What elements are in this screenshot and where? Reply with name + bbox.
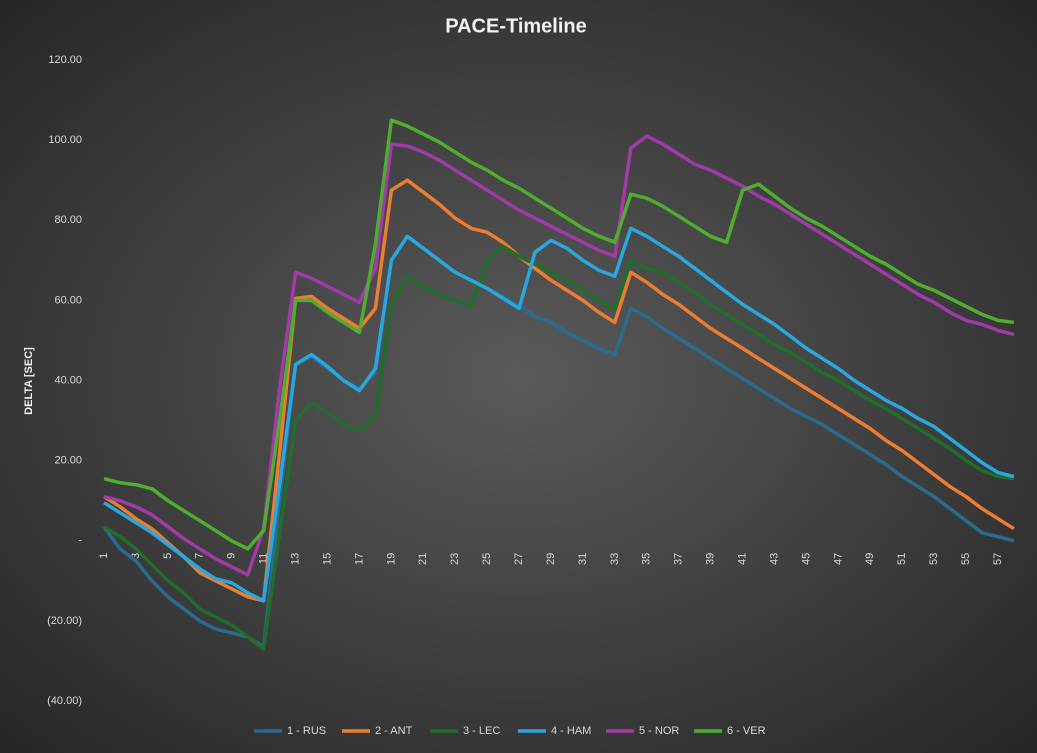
x-tick-label: 51 (896, 553, 908, 565)
legend-label: 5 - NOR (639, 725, 679, 737)
series-line (103, 226, 1015, 603)
x-tick-label: 9 (226, 553, 238, 559)
x-tick-label: 31 (577, 553, 589, 565)
x-tick-label: 23 (449, 553, 461, 565)
x-tick-label: 55 (960, 553, 972, 565)
legend-label: 4 - HAM (551, 725, 591, 737)
x-tick-label: 43 (768, 553, 780, 565)
x-tick-label: 13 (289, 553, 301, 565)
series-line (103, 178, 1015, 603)
y-tick-label: 120.00 (48, 54, 82, 66)
series-line (103, 134, 1015, 577)
x-tick-label: 47 (832, 553, 844, 565)
series-line (103, 244, 1015, 651)
x-tick-label: 11 (258, 553, 270, 564)
series-line (103, 118, 1015, 551)
y-tick-label: - (78, 535, 82, 547)
x-tick-label: 37 (673, 553, 685, 565)
series-line (102, 234, 1015, 649)
x-tick-label: 17 (353, 553, 365, 565)
x-tick-label: 5 (162, 553, 174, 559)
x-tick-label: 53 (928, 553, 940, 565)
y-axis-label: DELTA [SEC] (23, 347, 35, 415)
x-tick-label: 7 (194, 553, 206, 559)
y-tick-label: (20.00) (47, 615, 82, 627)
x-tick-label: 3 (130, 553, 142, 559)
x-tick-label: 1 (98, 553, 110, 559)
legend-label: 6 - VER (727, 725, 766, 737)
y-tick-label: 100.00 (48, 134, 82, 146)
x-tick-label: 21 (417, 553, 429, 565)
y-tick-label: 80.00 (54, 214, 82, 226)
x-tick-label: 15 (321, 553, 333, 565)
chart-title: PACE-Timeline (445, 15, 587, 37)
legend-label: 1 - RUS (287, 725, 326, 737)
x-tick-label: 25 (481, 553, 493, 565)
y-tick-label: 20.00 (54, 455, 82, 467)
y-tick-label: (40.00) (47, 695, 82, 707)
y-tick-label: 40.00 (54, 374, 82, 386)
legend-label: 2 - ANT (375, 725, 413, 737)
x-tick-label: 29 (545, 553, 557, 565)
x-tick-label: 49 (864, 553, 876, 565)
x-tick-label: 57 (992, 553, 1004, 565)
legend-label: 3 - LEC (463, 725, 500, 737)
y-tick-label: 60.00 (54, 294, 82, 306)
x-tick-label: 39 (705, 553, 717, 565)
x-tick-label: 33 (609, 553, 621, 565)
x-tick-label: 35 (641, 553, 653, 565)
x-tick-label: 27 (513, 553, 525, 565)
x-tick-label: 45 (800, 553, 812, 565)
x-tick-label: 19 (385, 553, 397, 565)
x-tick-label: 41 (736, 553, 748, 565)
